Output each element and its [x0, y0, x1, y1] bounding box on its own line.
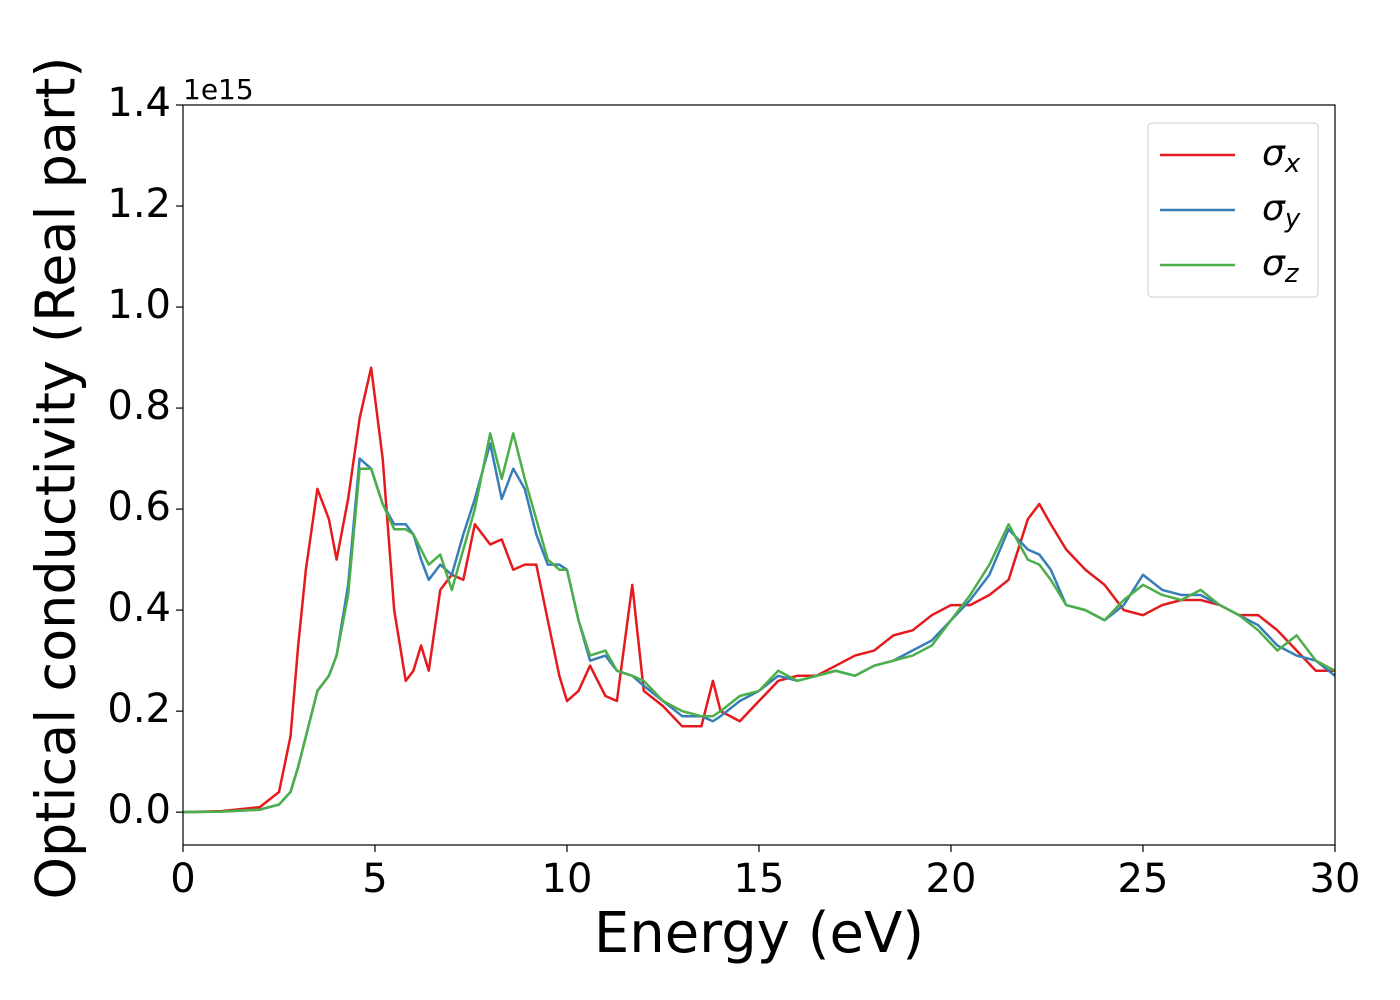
plot-frame — [182, 104, 1336, 846]
x-tick-label: 30 — [1310, 856, 1361, 902]
legend-label: σz — [1262, 243, 1300, 289]
y-tick-label: 0.8 — [107, 383, 171, 429]
y-tick-label: 0.0 — [107, 787, 171, 833]
offset-text: 1e15 — [183, 73, 254, 106]
legend-label: σx — [1262, 133, 1301, 179]
series-line — [182, 432, 1336, 814]
series-line — [182, 366, 1335, 814]
y-axis-label: Optical conductivity (Real part) — [25, 57, 88, 900]
x-tick-label: 0 — [170, 856, 195, 902]
y-tick-label: 0.4 — [107, 585, 171, 631]
y-tick-label: 0.2 — [107, 686, 171, 732]
x-tick-label: 5 — [362, 856, 387, 902]
y-tick-label: 0.6 — [107, 484, 171, 530]
legend-label: σy — [1262, 188, 1301, 234]
x-tick-label: 10 — [542, 856, 593, 902]
y-tick-label: 1.2 — [107, 181, 171, 227]
x-tick-label: 15 — [734, 856, 785, 902]
y-tick-label: 1.0 — [107, 282, 171, 328]
y-tick-label: 1.4 — [107, 80, 171, 126]
x-tick-label: 20 — [926, 856, 977, 902]
x-axis-label: Energy (eV) — [594, 901, 924, 966]
x-tick-label: 25 — [1118, 856, 1169, 902]
